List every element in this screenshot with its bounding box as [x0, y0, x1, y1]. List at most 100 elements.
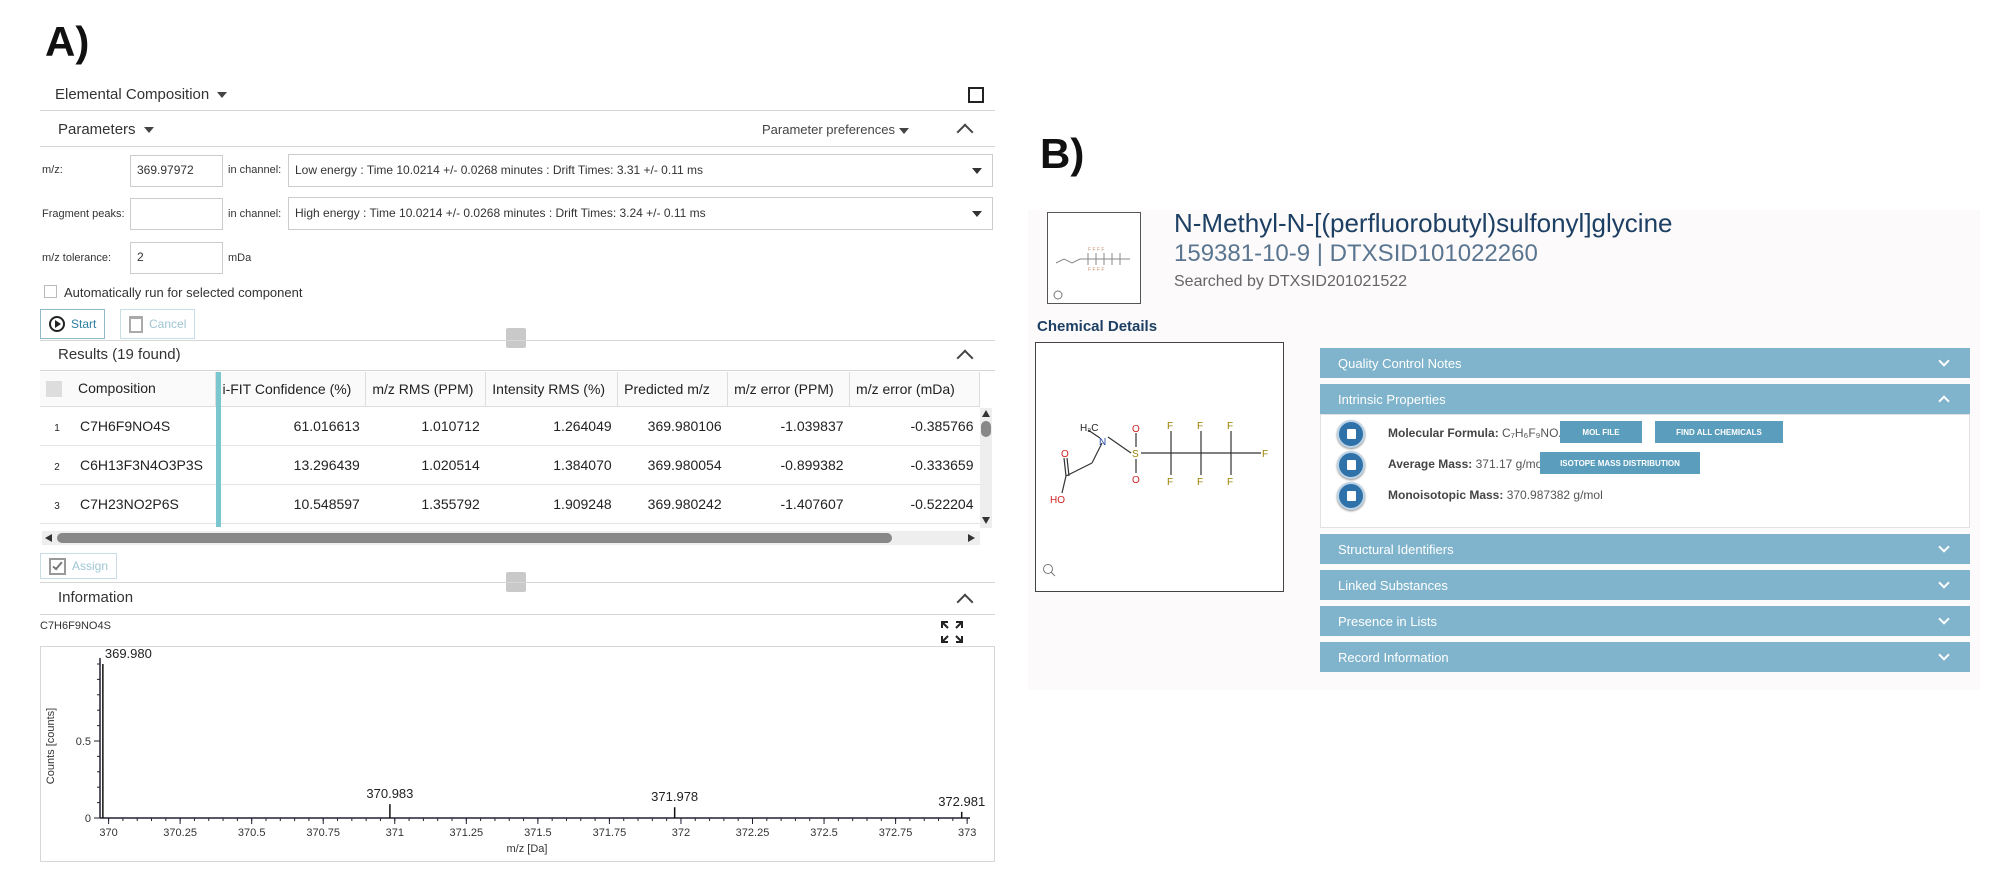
- parameter-preferences-label: Parameter preferences: [762, 122, 895, 137]
- x-tick-label: 371.75: [593, 827, 627, 839]
- x-tick-label: 371.5: [524, 827, 552, 839]
- collapse-information-icon[interactable]: [956, 593, 974, 611]
- start-button[interactable]: Start: [40, 309, 106, 339]
- collapse-parameters-icon[interactable]: [956, 123, 974, 141]
- collapse-results-icon[interactable]: [956, 349, 974, 367]
- prop-value: C₇H₆F₉NO₄S: [1502, 426, 1572, 440]
- structure-thumbnail[interactable]: F F F F F F F F: [1047, 212, 1141, 304]
- chevron-down-icon: [1938, 355, 1950, 367]
- splitter-grip-icon[interactable]: [506, 328, 526, 348]
- accordion-quality-control[interactable]: Quality Control Notes: [1320, 348, 1970, 378]
- structure-image[interactable]: H₃C N S O O O HO F F F F F F F: [1035, 342, 1284, 592]
- structure-thumbnail-image: F F F F F F F F: [1053, 247, 1130, 300]
- mz-tolerance-label: m/z tolerance:: [42, 252, 112, 264]
- find-all-chemicals-button[interactable]: FIND ALL CHEMICALS: [1655, 421, 1783, 443]
- column-header-error-ppm[interactable]: m/z error (PPM): [727, 372, 851, 407]
- chart-axes: 370 370.25 370.5 370.75 371 371.25 371.5 371.75…: [76, 658, 976, 839]
- peak-label: 371.978: [651, 789, 698, 804]
- prop-value: 371.17 g/mol: [1475, 457, 1545, 471]
- row-index: 3: [54, 500, 60, 512]
- y-axis-label: Counts [counts]: [45, 708, 57, 784]
- row-composition: C7H6F9NO4S: [80, 417, 171, 434]
- row-intensity-rms: 1.264049: [485, 406, 618, 446]
- accordion-label: Structural Identifiers: [1338, 542, 1454, 557]
- scroll-right-icon[interactable]: [968, 534, 975, 542]
- assign-button[interactable]: Assign: [40, 553, 118, 579]
- low-energy-channel-select[interactable]: Low energy : Time 10.0214 +/- 0.0268 min…: [288, 154, 993, 187]
- parameters-header[interactable]: Parameters: [58, 121, 154, 138]
- column-header-predicted-mz[interactable]: Predicted m/z: [617, 372, 729, 407]
- accordion-intrinsic-properties[interactable]: Intrinsic Properties: [1320, 384, 1970, 414]
- svg-text:F F F F: F F F F: [1088, 247, 1104, 253]
- parameters-title: Parameters: [58, 121, 136, 138]
- row-ifit: 10.548597: [215, 484, 366, 524]
- fragment-peaks-input[interactable]: [130, 198, 223, 230]
- chemical-ids: 159381-10-9 | DTXSID101022260: [1174, 240, 1538, 267]
- svg-text:F F F F: F F F F: [1088, 267, 1104, 273]
- row-intensity-rms: 1.909248: [485, 484, 618, 524]
- select-all-checkbox[interactable]: [46, 381, 62, 398]
- auto-run-checkbox[interactable]: [44, 285, 57, 298]
- chevron-down-icon: [143, 127, 154, 134]
- chart-frame: [40, 646, 995, 862]
- row-error-mda: -0.333659: [849, 445, 980, 485]
- x-tick-label: 370: [99, 827, 117, 839]
- atom-label: F: [1227, 421, 1233, 432]
- accordion-presence-in-lists[interactable]: Presence in Lists: [1320, 606, 1970, 636]
- accordion-label: Linked Substances: [1338, 578, 1448, 593]
- accordion-linked-substances[interactable]: Linked Substances: [1320, 570, 1970, 600]
- button-label: FIND ALL CHEMICALS: [1676, 427, 1762, 437]
- vertical-scrollbar[interactable]: [980, 408, 992, 528]
- horizontal-scroll-thumb[interactable]: [57, 533, 892, 543]
- scroll-up-icon[interactable]: [982, 410, 990, 417]
- column-header-intensity-rms[interactable]: Intensity RMS (%): [485, 372, 619, 407]
- copy-icon[interactable]: [1337, 482, 1365, 510]
- x-tick-label: 370.75: [306, 827, 340, 839]
- parameter-preferences-menu[interactable]: Parameter preferences: [762, 122, 909, 137]
- y-tick-label: 0.5: [76, 736, 91, 748]
- scroll-down-icon[interactable]: [982, 517, 990, 524]
- elemental-composition-header[interactable]: Elemental Composition: [55, 86, 228, 103]
- isotope-mass-distribution-button[interactable]: ISOTOPE MASS DISTRIBUTION: [1540, 452, 1700, 474]
- row-predicted: 369.980054: [617, 445, 728, 485]
- in-channel-label: in channel:: [228, 164, 282, 176]
- info-formula: C7H6F9NO4S: [40, 620, 111, 632]
- table-row[interactable]: 2 C6H13F3N4O3P3S 13.296439 1.020514 1.384…: [40, 445, 980, 485]
- atom-label: F: [1197, 477, 1203, 488]
- fullscreen-icon[interactable]: [940, 620, 964, 644]
- row-error-mda: -0.385766: [849, 406, 980, 446]
- fragment-peaks-label: Fragment peaks:: [42, 208, 125, 220]
- column-header-error-mda[interactable]: m/z error (mDa): [849, 372, 980, 407]
- high-channel-value: High energy : Time 10.0214 +/- 0.0268 mi…: [295, 206, 706, 220]
- mol-file-button[interactable]: MOL FILE: [1560, 421, 1642, 443]
- row-error-mda: -0.522204: [849, 484, 980, 524]
- molecular-formula-row: Molecular Formula: C₇H₆F₉NO₄S: [1388, 426, 1571, 440]
- high-energy-channel-select[interactable]: High energy : Time 10.0214 +/- 0.0268 mi…: [288, 197, 993, 230]
- copy-icon[interactable]: [1337, 420, 1365, 448]
- mz-input[interactable]: 369.97972: [130, 155, 223, 187]
- scroll-left-icon[interactable]: [45, 534, 52, 542]
- chevron-down-icon: [217, 92, 228, 99]
- vertical-scroll-thumb[interactable]: [981, 421, 991, 437]
- chevron-down-icon: [1938, 577, 1950, 589]
- column-header-ifit[interactable]: i-FIT Confidence (%): [215, 372, 367, 407]
- button-label: MOL FILE: [1582, 427, 1620, 437]
- panel-b-label: B): [1040, 130, 1085, 177]
- row-index: 1: [54, 422, 60, 434]
- button-label: ISOTOPE MASS DISTRIBUTION: [1560, 458, 1680, 468]
- table-row[interactable]: 3 C7H23NO2P6S 10.548597 1.355792 1.909248…: [40, 484, 980, 524]
- elemental-composition-title: Elemental Composition: [55, 86, 210, 103]
- accordion-structural-identifiers[interactable]: Structural Identifiers: [1320, 534, 1970, 564]
- cancel-button[interactable]: Cancel: [120, 309, 196, 339]
- column-header-mz-rms[interactable]: m/z RMS (PPM): [365, 372, 487, 407]
- accordion-record-information[interactable]: Record Information: [1320, 642, 1970, 672]
- maximize-icon[interactable]: [968, 87, 984, 103]
- zoom-icon: [1053, 290, 1063, 300]
- column-header-composition[interactable]: Composition: [40, 372, 217, 407]
- mz-tolerance-input[interactable]: 2: [130, 242, 223, 274]
- copy-icon[interactable]: [1337, 451, 1365, 479]
- table-row[interactable]: 1 C7H6F9NO4S 61.016613 1.010712 1.264049 …: [40, 406, 980, 446]
- average-mass-row: Average Mass: 371.17 g/mol: [1388, 457, 1545, 471]
- zoom-icon[interactable]: [1043, 564, 1053, 574]
- results-table: Composition i-FIT Confidence (%) m/z RMS…: [40, 372, 980, 524]
